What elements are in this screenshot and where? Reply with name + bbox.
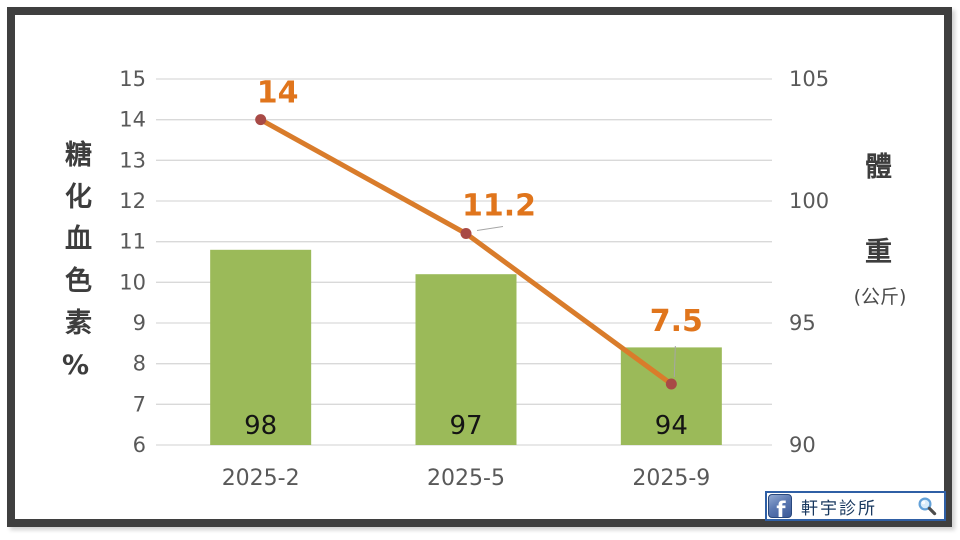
left-axis-tick-label: 13: [119, 148, 146, 172]
weight-bar: [415, 274, 517, 445]
right-axis-subtitle: (公斤): [853, 286, 907, 308]
right-axis-title: 體重: [860, 152, 891, 322]
line-value-label: 14: [257, 76, 299, 111]
left-axis-tick-label: 14: [119, 108, 146, 132]
x-axis-label: 2025-9: [632, 466, 710, 491]
right-axis-tick-label: 100: [789, 189, 829, 213]
line-value-label: 7.5: [650, 304, 703, 339]
data-point-marker: [460, 228, 472, 240]
x-axis-label: 2025-5: [427, 466, 505, 491]
data-point-marker: [665, 378, 677, 390]
weight-bar: [620, 347, 722, 445]
left-axis-tick-label: 15: [119, 67, 146, 91]
data-point-marker: [255, 114, 267, 126]
x-axis-label: 2025-2: [222, 466, 300, 491]
right-axis-tick-label: 105: [789, 67, 829, 91]
left-axis-title: 糖化血色素%: [60, 140, 91, 396]
line-value-label: 11.2: [462, 189, 536, 224]
left-axis-tick-label: 10: [119, 270, 146, 294]
bar-value-label: 94: [655, 411, 688, 441]
facebook-page-label: 軒宇診所: [801, 498, 877, 519]
left-axis-tick-label: 12: [119, 189, 146, 213]
right-axis-tick-label: 90: [789, 433, 816, 457]
label-leader-line: [476, 226, 504, 232]
left-axis-tick-label: 7: [133, 392, 146, 416]
magnifier-icon: [918, 497, 937, 516]
right-axis-tick-label: 95: [789, 311, 816, 335]
left-axis-tick-label: 9: [133, 311, 146, 335]
label-leader-line: [673, 345, 676, 378]
left-axis-tick-label: 6: [133, 433, 146, 457]
bar-value-label: 97: [449, 411, 482, 441]
bar-value-label: 98: [244, 411, 277, 441]
left-axis-tick-label: 11: [119, 230, 146, 254]
facebook-icon: f: [768, 494, 792, 518]
weight-bar: [210, 249, 312, 445]
left-axis-tick-label: 8: [133, 352, 146, 376]
facebook-search-widget[interactable]: f 軒宇診所: [765, 491, 946, 521]
